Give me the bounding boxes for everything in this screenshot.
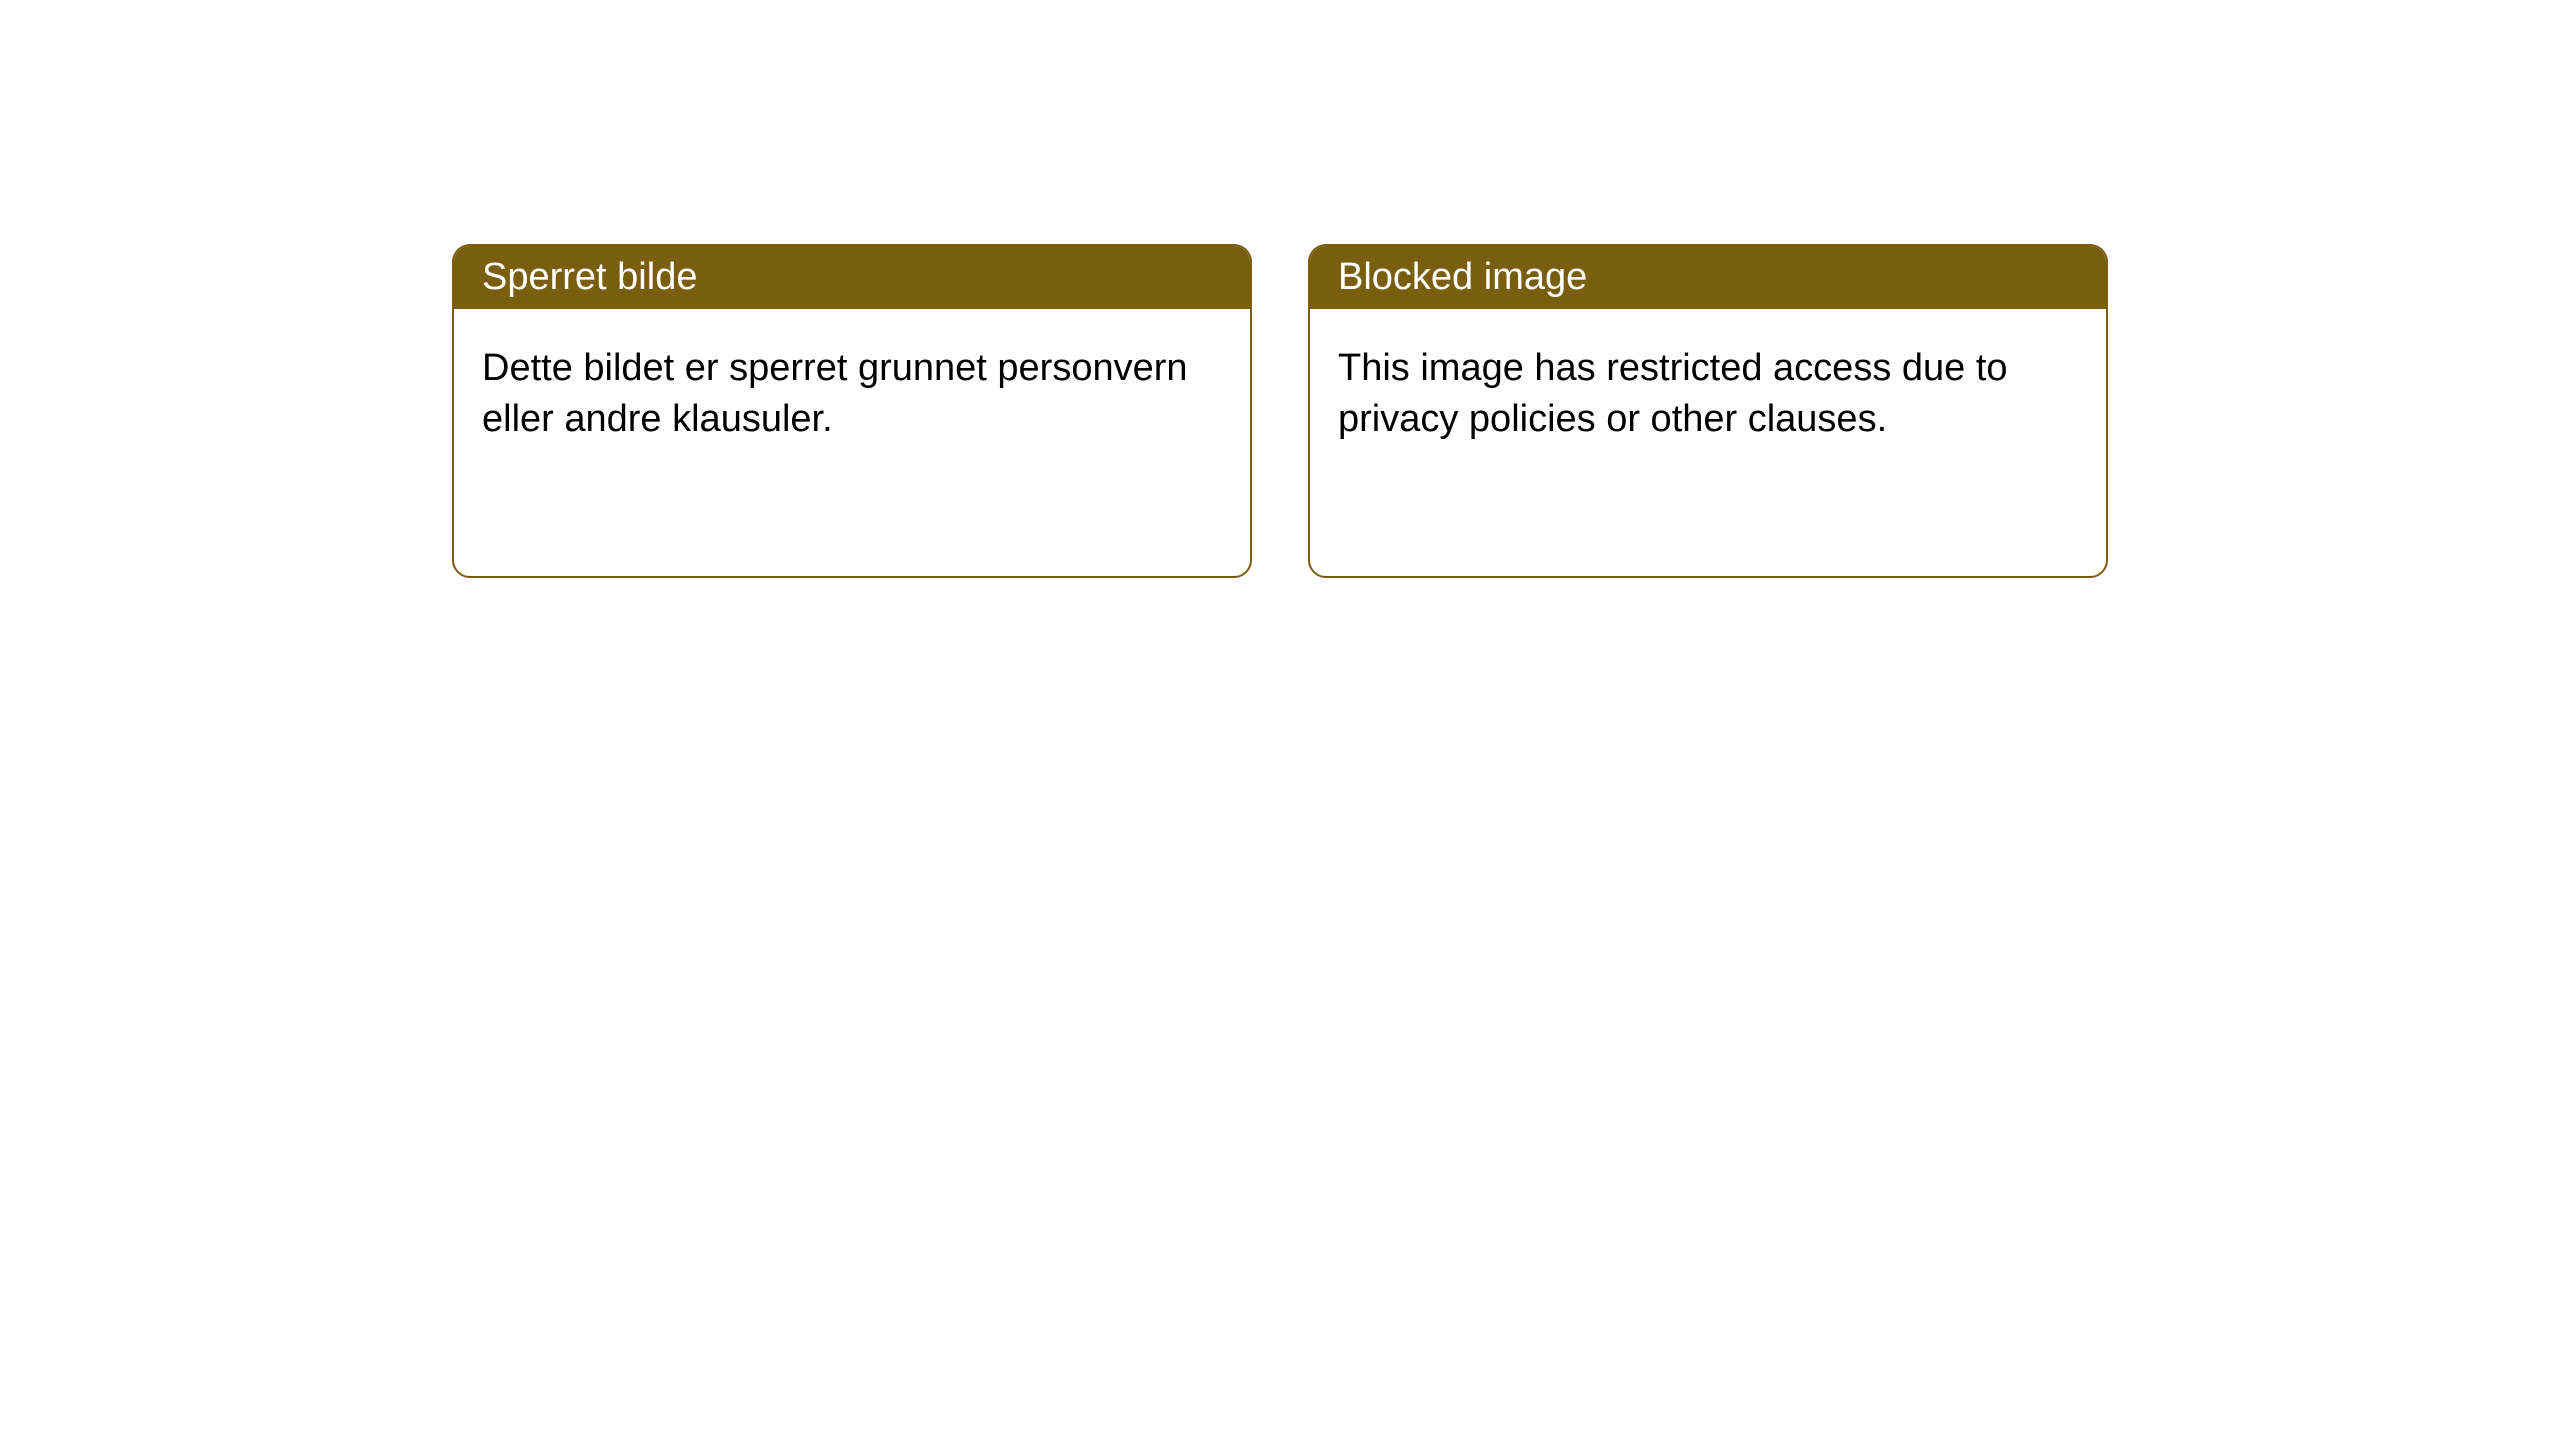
- notice-title: Sperret bilde: [482, 256, 697, 298]
- notice-body-text: Dette bildet er sperret grunnet personve…: [482, 347, 1188, 440]
- notice-title: Blocked image: [1338, 256, 1587, 298]
- notice-body-text: This image has restricted access due to …: [1338, 347, 2008, 440]
- notice-body: Dette bildet er sperret grunnet personve…: [454, 309, 1250, 480]
- notice-card-norwegian: Sperret bilde Dette bildet er sperret gr…: [452, 244, 1252, 578]
- notice-header: Blocked image: [1310, 246, 2106, 309]
- notice-body: This image has restricted access due to …: [1310, 309, 2106, 480]
- notice-card-english: Blocked image This image has restricted …: [1308, 244, 2108, 578]
- notice-container: Sperret bilde Dette bildet er sperret gr…: [0, 0, 2560, 578]
- notice-header: Sperret bilde: [454, 246, 1250, 309]
